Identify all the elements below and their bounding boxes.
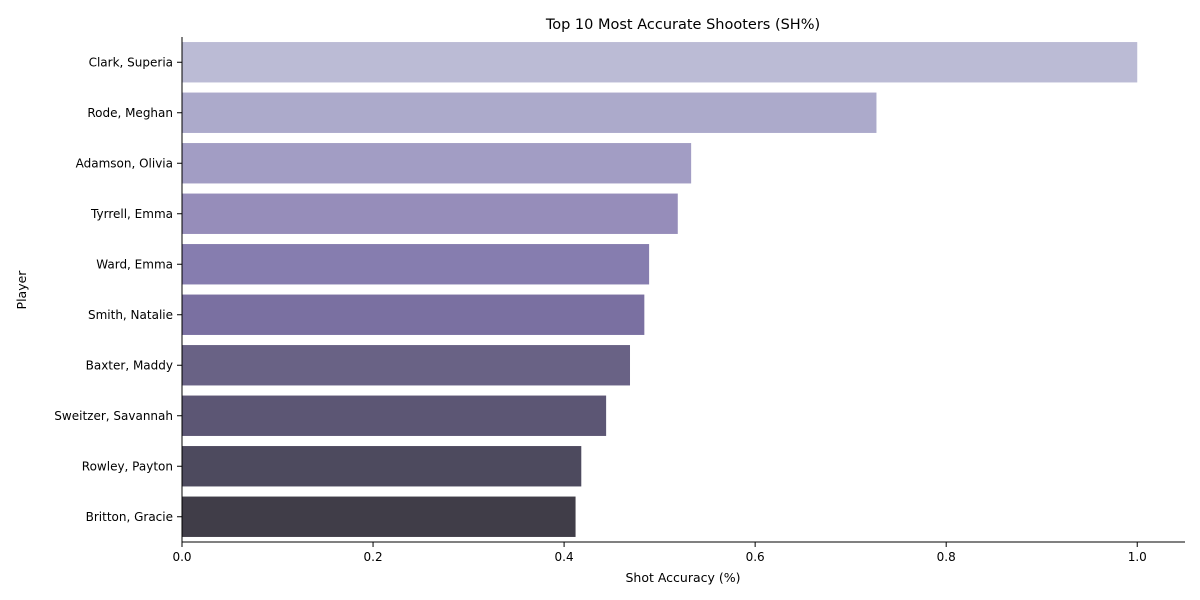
bar — [182, 395, 607, 436]
x-tick-label: 1.0 — [1128, 550, 1147, 564]
y-tick-label: Clark, Superia — [89, 55, 173, 69]
bar — [182, 244, 650, 285]
y-tick-label: Britton, Gracie — [86, 510, 173, 524]
y-tick-label: Smith, Natalie — [88, 308, 173, 322]
bar — [182, 294, 645, 335]
y-tick-label: Tyrrell, Emma — [90, 207, 173, 221]
x-tick-label: 0.0 — [172, 550, 191, 564]
y-tick-labels: Clark, Superia Rode, Meghan Adamson, Olivi… — [54, 55, 182, 524]
x-tick-label: 0.4 — [555, 550, 574, 564]
bar — [182, 92, 877, 133]
y-tick-label: Sweitzer, Savannah — [54, 409, 173, 423]
x-tick-labels: 0.0 0.2 0.4 0.6 0.8 1.0 — [172, 542, 1147, 564]
x-tick-label: 0.8 — [937, 550, 956, 564]
bar — [182, 143, 692, 184]
y-tick-label: Ward, Emma — [96, 257, 173, 271]
bar — [182, 496, 576, 537]
bar — [182, 42, 1138, 83]
x-tick-label: 0.2 — [364, 550, 383, 564]
bar — [182, 345, 631, 386]
y-axis-label: Player — [14, 270, 29, 310]
y-tick-label: Rode, Meghan — [87, 106, 173, 120]
x-tick-label: 0.6 — [746, 550, 765, 564]
bar — [182, 193, 678, 234]
chart-title: Top 10 Most Accurate Shooters (SH%) — [545, 17, 820, 33]
bar — [182, 446, 582, 487]
bars-group — [182, 42, 1138, 537]
y-tick-label: Baxter, Maddy — [86, 358, 173, 372]
y-tick-label: Rowley, Payton — [82, 459, 173, 473]
x-axis-label: Shot Accuracy (%) — [625, 570, 740, 585]
y-tick-label: Adamson, Olivia — [76, 156, 173, 170]
